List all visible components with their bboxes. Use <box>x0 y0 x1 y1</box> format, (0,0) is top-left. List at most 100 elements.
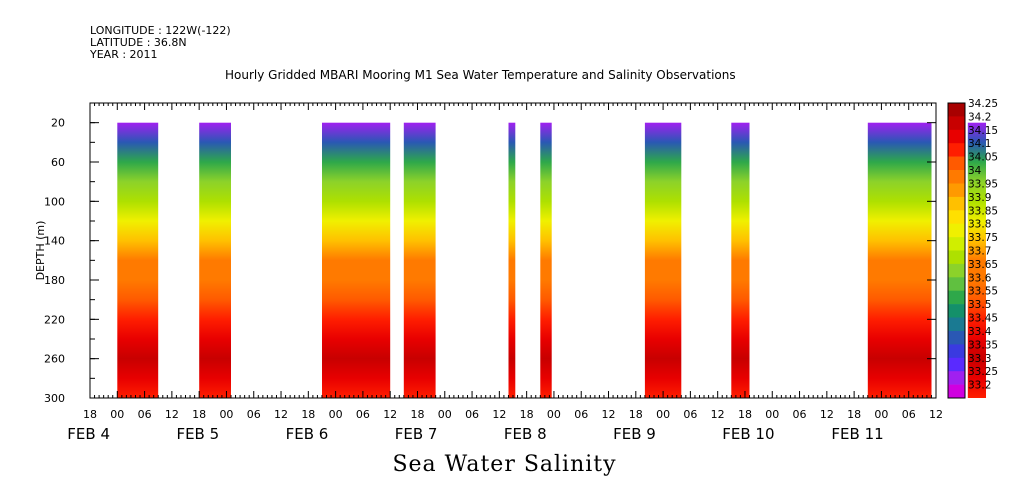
data-segment <box>867 122 932 398</box>
y-tick-label: 180 <box>44 274 65 287</box>
x-tick-label: 06 <box>574 408 588 421</box>
colorbar-swatch <box>948 331 965 345</box>
data-segment <box>731 122 750 398</box>
x-tick-label: 18 <box>738 408 752 421</box>
x-day-label: FEB 10 <box>722 425 774 443</box>
x-tick-label: 00 <box>438 408 452 421</box>
data-segment <box>967 122 986 398</box>
colorbar-label: 33.7 <box>968 246 991 258</box>
colorbar-swatch <box>948 250 965 265</box>
colorbar-label: 33.2 <box>968 380 991 392</box>
data-segment <box>644 122 682 398</box>
x-tick-label: 18 <box>629 408 643 421</box>
y-tick-label: 100 <box>44 195 65 208</box>
colorbar-swatch <box>948 183 965 198</box>
colorbar-label: 33.3 <box>968 353 991 365</box>
x-tick-label: 06 <box>138 408 152 421</box>
data-segment <box>508 122 516 398</box>
chart-subtitle: Sea Water Salinity <box>392 452 617 477</box>
colorbar-label: 33.8 <box>968 219 991 231</box>
colorbar-swatch <box>948 290 965 305</box>
x-tick-label: 06 <box>902 408 916 421</box>
latitude-label: LATITUDE : 36.8N <box>90 36 187 49</box>
colorbar-label: 33.75 <box>968 232 998 244</box>
colorbar-label: 33.95 <box>968 179 998 191</box>
y-tick-label: 300 <box>44 392 65 405</box>
x-tick-label: 12 <box>711 408 725 421</box>
x-day-label: FEB 8 <box>504 425 547 443</box>
y-tick-label: 260 <box>44 353 65 366</box>
axes: 20 60 100 140 180 220 260 300 DEPTH (m) 18 00 06 12 1… <box>34 102 943 443</box>
colorbar-swatch <box>948 263 965 278</box>
x-tick-label: 00 <box>329 408 343 421</box>
y-tick-label: 140 <box>44 235 65 248</box>
x-tick-label: 00 <box>219 408 233 421</box>
colorbar-swatch <box>948 156 965 171</box>
y-tick-label: 20 <box>51 117 65 130</box>
y-axis-label: DEPTH (m) <box>34 221 47 281</box>
x-tick-label: 18 <box>192 408 206 421</box>
x-tick-label: 06 <box>247 408 261 421</box>
colorbar-swatch <box>948 371 965 385</box>
data-segment <box>117 122 159 398</box>
longitude-label: LONGITUDE : 122W(-122) <box>90 24 231 37</box>
colorbar-swatch <box>948 143 965 157</box>
colorbar-label: 34.15 <box>968 125 998 137</box>
colorbar-swatch <box>948 357 965 372</box>
y-tick-label: 60 <box>51 156 65 169</box>
colorbar-label: 34 <box>968 165 982 177</box>
colorbar-swatch <box>948 304 965 318</box>
x-day-label: FEB 9 <box>613 425 656 443</box>
colorbar-label: 33.6 <box>968 272 992 284</box>
x-tick-label: 06 <box>793 408 807 421</box>
x-tick-label: 06 <box>683 408 697 421</box>
x-tick-label: 12 <box>274 408 288 421</box>
x-tick-label: 00 <box>547 408 561 421</box>
colorbar-swatch <box>948 223 965 238</box>
x-tick-label: 18 <box>83 408 97 421</box>
data-segment <box>322 122 391 398</box>
x-tick-label: 06 <box>356 408 370 421</box>
colorbar-swatch <box>948 170 965 184</box>
x-day-label: FEB 7 <box>395 425 438 443</box>
data-segments <box>117 122 986 398</box>
x-tick-label: 00 <box>110 408 124 421</box>
colorbar-label: 34.25 <box>968 98 998 110</box>
x-tick-label: 18 <box>301 408 315 421</box>
colorbar-label: 33.25 <box>968 366 998 378</box>
colorbar-swatch <box>948 344 965 359</box>
x-tick-label: 18 <box>520 408 534 421</box>
x-day-label: FEB 4 <box>67 425 110 443</box>
x-tick-label: 12 <box>492 408 506 421</box>
colorbar-label: 33.5 <box>968 299 991 311</box>
x-day-label: FEB 11 <box>831 425 883 443</box>
colorbar-label: 33.4 <box>968 326 992 338</box>
colorbar-swatch <box>948 277 965 291</box>
colorbar-label: 33.45 <box>968 313 998 325</box>
x-tick-label: 12 <box>165 408 179 421</box>
x-tick-label: 18 <box>410 408 424 421</box>
colorbar-frame <box>947 102 966 399</box>
data-segment <box>403 122 436 398</box>
x-tick-label: 12 <box>602 408 616 421</box>
colorbar-label: 34.2 <box>968 111 991 123</box>
x-day-label: FEB 5 <box>176 425 219 443</box>
x-tick-label: 12 <box>929 408 943 421</box>
x-tick-label: 12 <box>820 408 834 421</box>
colorbar-swatch <box>948 317 965 332</box>
colorbar-label: 34.1 <box>968 138 991 150</box>
colorbar-label: 33.35 <box>968 339 998 351</box>
colorbar-swatch <box>948 103 965 117</box>
x-tick-label: 12 <box>383 408 397 421</box>
colorbar-swatch <box>948 116 965 131</box>
chart-title-text: Hourly Gridded MBARI Mooring M1 Sea Wate… <box>225 68 736 82</box>
colorbar-label: 33.9 <box>968 192 991 204</box>
data-segment <box>199 122 231 398</box>
y-tick-label: 220 <box>44 313 65 326</box>
x-tick-label: 18 <box>847 408 861 421</box>
x-tick-label: 00 <box>765 408 779 421</box>
data-segment <box>540 122 552 398</box>
x-tick-label: 06 <box>465 408 479 421</box>
